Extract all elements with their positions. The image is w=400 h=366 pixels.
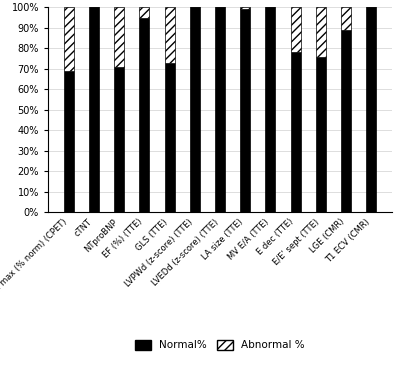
Bar xyxy=(366,7,376,212)
Bar xyxy=(240,7,250,10)
Bar xyxy=(240,10,250,212)
Bar xyxy=(316,7,326,56)
Bar xyxy=(64,71,74,212)
Bar xyxy=(291,52,301,212)
Bar xyxy=(190,7,200,212)
Bar xyxy=(265,7,276,212)
Bar xyxy=(114,7,124,67)
Bar xyxy=(139,18,149,212)
Bar xyxy=(139,7,149,18)
Bar xyxy=(164,63,175,212)
Bar xyxy=(114,67,124,212)
Bar xyxy=(215,7,225,212)
Bar xyxy=(291,7,301,52)
Bar xyxy=(316,56,326,212)
Bar xyxy=(341,30,351,212)
Bar xyxy=(89,7,99,212)
Bar xyxy=(164,7,175,63)
Legend: Normal%, Abnormal %: Normal%, Abnormal % xyxy=(131,336,309,355)
Bar xyxy=(64,7,74,71)
Bar xyxy=(341,7,351,30)
